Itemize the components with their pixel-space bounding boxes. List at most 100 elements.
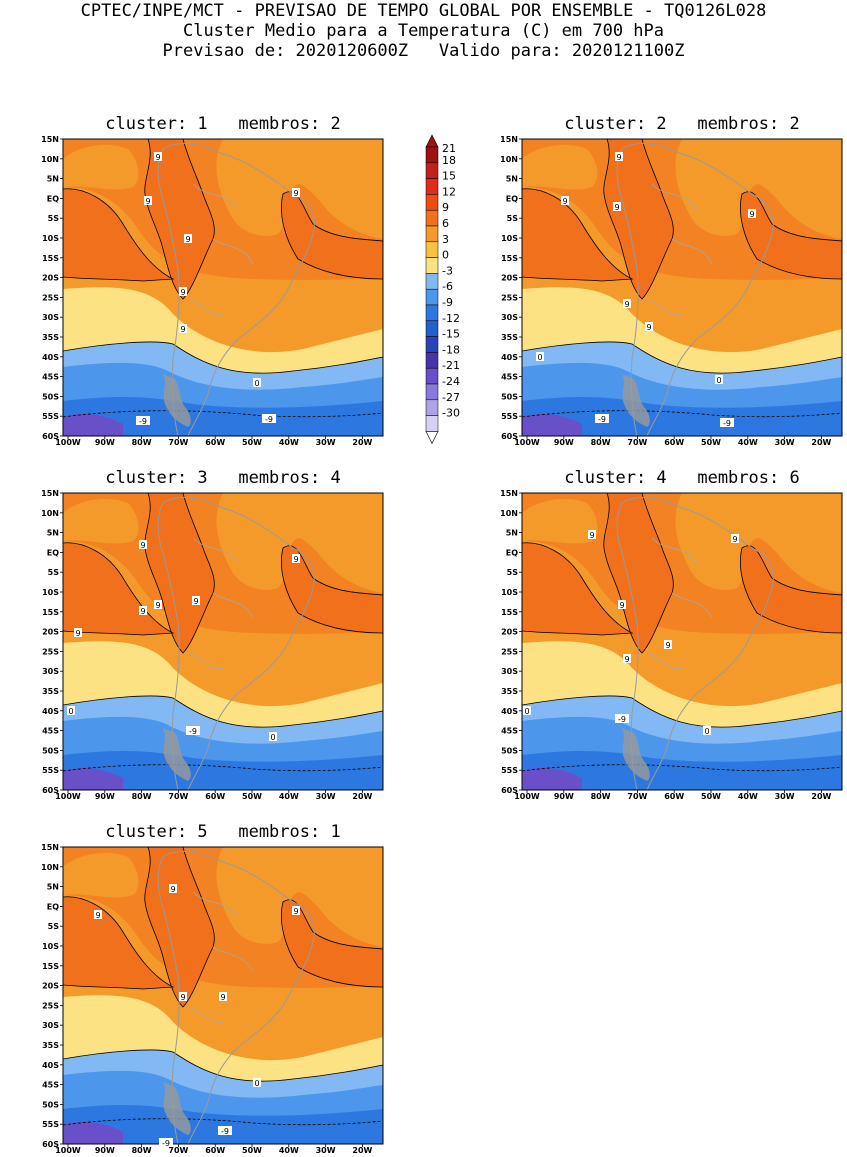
lat-tick-label: 35S xyxy=(42,687,59,696)
lat-tick-label: 25S xyxy=(42,1001,59,1010)
contour-label-bg xyxy=(136,416,150,425)
lat-tick-label: 5N xyxy=(506,529,518,538)
header-line-1: CPTEC/INPE/MCT - PREVISAO DE TEMPO GLOBA… xyxy=(80,1,767,21)
colorbar-label: 21 xyxy=(442,142,456,155)
lon-tick-label: 90W xyxy=(554,792,574,801)
lon-tick-label: 20W xyxy=(352,1146,372,1155)
lat-tick-label: 20S xyxy=(42,628,59,637)
lon-tick-label: 40W xyxy=(738,438,758,447)
map-panel-4: 15N 10N 5N EQ 5S 10S 15S 20S 25S 30S 35S 40S 45S 50S 5… xyxy=(500,489,843,801)
contour-label-bg xyxy=(613,202,621,211)
contour-label-bg xyxy=(74,628,82,637)
lon-tick-label: 40W xyxy=(279,1146,299,1155)
colorbar-segment xyxy=(425,415,439,432)
colorbar-segment xyxy=(425,336,439,353)
lon-tick-label: 80W xyxy=(132,792,152,801)
lat-tick-label: 60S xyxy=(42,1140,59,1149)
colorbar-label: -6 xyxy=(442,280,453,293)
contour-label: 0 xyxy=(704,727,709,736)
lat-tick-label: 30S xyxy=(501,667,518,676)
lat-tick-label: 30S xyxy=(501,313,518,322)
contour-label: 9 xyxy=(140,607,145,616)
contour-label-bg xyxy=(179,324,187,333)
lat-tick-label: 10N xyxy=(41,863,59,872)
map-frame xyxy=(62,138,384,437)
contour-label-bg xyxy=(184,234,192,243)
contour-label-bg xyxy=(588,530,596,539)
lon-tick-label: 80W xyxy=(132,1146,152,1155)
contour-label: 9 xyxy=(155,153,160,162)
contour-label-bg xyxy=(218,1126,232,1135)
lat-tick-label: 30S xyxy=(42,313,59,322)
contour-label-bg xyxy=(292,906,300,915)
map-frame xyxy=(62,846,384,1145)
lat-tick-label: 45S xyxy=(42,373,59,382)
lat-tick-label: 15S xyxy=(42,608,59,617)
contour-label: -9 xyxy=(723,419,731,428)
lat-tick-label: 55S xyxy=(501,412,518,421)
contour-label-bg xyxy=(179,287,187,296)
lat-tick-label: 5S xyxy=(48,568,60,577)
lat-tick-label: 5S xyxy=(48,922,60,931)
contour-label: 9 xyxy=(614,203,619,212)
colorbar-label: 9 xyxy=(442,201,449,214)
lat-tick-label: 25S xyxy=(42,293,59,302)
lat-tick-label: 20S xyxy=(501,274,518,283)
lat-tick-label: 20S xyxy=(42,274,59,283)
lon-tick-label: 30W xyxy=(775,792,795,801)
lon-tick-label: 60W xyxy=(664,438,684,447)
lat-tick-label: 50S xyxy=(42,746,59,755)
lon-tick-label: 40W xyxy=(279,792,299,801)
lat-tick-label: EQ xyxy=(47,548,59,557)
lat-tick-label: 60S xyxy=(501,432,518,441)
colorbar-label: 3 xyxy=(442,233,449,246)
lon-tick-label: 60W xyxy=(205,1146,225,1155)
contour-label: 9 xyxy=(293,907,298,916)
contour-label: 9 xyxy=(220,993,225,1002)
lon-tick-label: 20W xyxy=(811,438,831,447)
colorbar-segment xyxy=(425,162,439,179)
temperature-field xyxy=(63,493,383,790)
contour-label: 9 xyxy=(293,189,298,198)
lat-tick-label: 45S xyxy=(42,1081,59,1090)
lon-tick-label: 70W xyxy=(627,438,647,447)
colorbar-top-arrow xyxy=(425,134,439,148)
lat-tick-label: 40S xyxy=(42,1061,59,1070)
lat-tick-label: 30S xyxy=(42,667,59,676)
lon-tick-label: 50W xyxy=(242,438,262,447)
lon-tick-label: 80W xyxy=(132,438,152,447)
contour-label: 9 xyxy=(170,885,175,894)
contour-label-bg xyxy=(615,714,629,723)
colorbar-segment xyxy=(425,352,439,369)
map-panel-1: 15N 10N 5N EQ 5S 10S 15S 20S 25S 30S 35S 40S 45S 50S 5… xyxy=(41,135,384,447)
contour-label-bg xyxy=(615,152,623,161)
contour-label-bg xyxy=(159,1138,173,1147)
lat-tick-label: 50S xyxy=(42,1100,59,1109)
contour-label: 9 xyxy=(749,210,754,219)
lon-tick-label: 70W xyxy=(168,792,188,801)
lat-tick-label: 35S xyxy=(501,687,518,696)
colorbar-segment xyxy=(425,304,439,322)
lon-tick-label: 80W xyxy=(591,792,611,801)
contour-label: 0 xyxy=(270,733,275,742)
map-panel-5: 15N 10N 5N EQ 5S 10S 15S 20S 25S 30S 35S 40S 45S 50S 5… xyxy=(41,843,384,1155)
lat-tick-label: 15N xyxy=(500,489,518,498)
contour-label: 9 xyxy=(589,531,594,540)
lat-tick-label: EQ xyxy=(47,194,59,203)
lat-tick-label: 15N xyxy=(41,843,59,852)
lon-tick-label: 100W xyxy=(55,438,81,447)
colorbar-segment xyxy=(425,367,439,385)
contour-label-bg xyxy=(703,726,711,735)
lat-tick-label: 5S xyxy=(507,214,519,223)
panel-4-title: cluster: 4 membros: 6 xyxy=(564,468,800,488)
lat-tick-label: 50S xyxy=(501,392,518,401)
lon-tick-label: 90W xyxy=(95,438,115,447)
lat-tick-label: 45S xyxy=(501,727,518,736)
map-panel-2: 15N 10N 5N EQ 5S 10S 15S 20S 25S 30S 35S 40S 45S 50S 5… xyxy=(500,135,843,447)
colorbar-label: -30 xyxy=(442,407,460,420)
contour-label: -9 xyxy=(598,415,606,424)
contour-label-bg xyxy=(523,706,531,715)
contour-label-bg xyxy=(292,188,300,197)
temperature-field xyxy=(63,139,383,436)
contour-label-bg xyxy=(595,414,609,423)
